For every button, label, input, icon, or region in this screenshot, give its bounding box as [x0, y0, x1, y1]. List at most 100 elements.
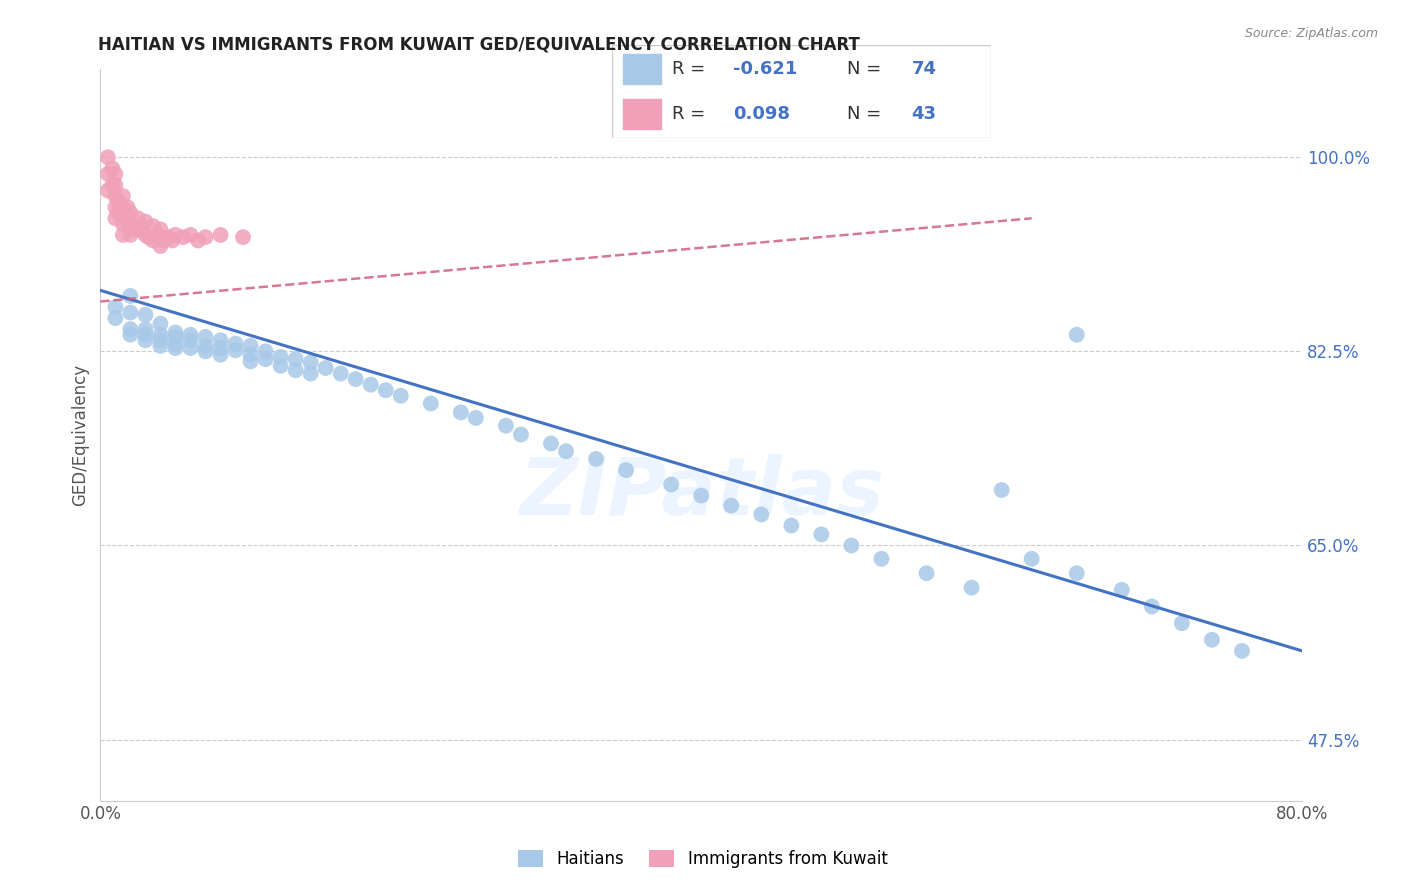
Point	[209, 333, 232, 347]
Point	[179, 327, 201, 342]
Point	[225, 343, 247, 358]
Text: 74: 74	[911, 60, 936, 78]
Point	[152, 234, 174, 248]
Point	[97, 150, 120, 164]
Point	[134, 322, 156, 336]
Point	[149, 222, 172, 236]
Text: N =: N =	[846, 60, 887, 78]
Point	[1171, 616, 1194, 631]
Point	[510, 427, 533, 442]
Point	[841, 539, 863, 553]
Point	[464, 411, 486, 425]
Point	[810, 527, 832, 541]
Point	[990, 483, 1012, 497]
Point	[104, 200, 127, 214]
Point	[120, 289, 142, 303]
Point	[284, 363, 307, 377]
Point	[720, 499, 742, 513]
Point	[127, 211, 149, 226]
Text: R =: R =	[672, 105, 711, 123]
Point	[495, 418, 517, 433]
Point	[134, 327, 156, 342]
Bar	[623, 54, 661, 84]
Point	[315, 361, 337, 376]
Point	[194, 230, 217, 244]
Point	[142, 234, 165, 248]
Point	[120, 205, 142, 219]
Point	[117, 200, 139, 214]
Point	[254, 344, 277, 359]
Point	[209, 227, 232, 242]
Point	[165, 326, 187, 340]
Point	[1021, 551, 1043, 566]
Point	[585, 452, 607, 467]
Point	[127, 222, 149, 236]
Point	[107, 205, 129, 219]
Point	[120, 227, 142, 242]
Point	[960, 581, 983, 595]
Point	[101, 178, 124, 192]
Point	[165, 341, 187, 355]
Point	[225, 336, 247, 351]
Point	[659, 477, 682, 491]
Point	[146, 227, 169, 242]
Point	[134, 308, 156, 322]
Point	[134, 333, 156, 347]
Point	[780, 518, 803, 533]
Point	[1066, 327, 1088, 342]
Point	[134, 214, 156, 228]
Point	[104, 211, 127, 226]
Point	[239, 348, 262, 362]
Point	[419, 396, 441, 410]
Point	[239, 339, 262, 353]
Point	[131, 222, 153, 236]
Bar	[623, 99, 661, 129]
Point	[111, 189, 134, 203]
Point	[1066, 566, 1088, 581]
Point	[172, 230, 194, 244]
Point	[111, 217, 134, 231]
Point	[162, 234, 184, 248]
FancyBboxPatch shape	[612, 45, 991, 138]
Text: 43: 43	[911, 105, 936, 123]
Point	[299, 367, 322, 381]
Text: Source: ZipAtlas.com: Source: ZipAtlas.com	[1244, 27, 1378, 40]
Point	[344, 372, 367, 386]
Point	[239, 354, 262, 368]
Point	[329, 367, 352, 381]
Point	[104, 167, 127, 181]
Point	[1201, 632, 1223, 647]
Text: 0.098: 0.098	[733, 105, 790, 123]
Point	[104, 300, 127, 314]
Point	[97, 167, 120, 181]
Point	[107, 194, 129, 209]
Point	[97, 184, 120, 198]
Point	[450, 405, 472, 419]
Point	[142, 219, 165, 233]
Point	[232, 230, 254, 244]
Point	[540, 436, 562, 450]
Point	[209, 348, 232, 362]
Point	[165, 336, 187, 351]
Point	[194, 339, 217, 353]
Point	[104, 178, 127, 192]
Point	[149, 333, 172, 347]
Point	[749, 508, 772, 522]
Point	[120, 217, 142, 231]
Legend: Haitians, Immigrants from Kuwait: Haitians, Immigrants from Kuwait	[512, 843, 894, 875]
Text: ZIPatlas: ZIPatlas	[519, 454, 884, 533]
Point	[1111, 582, 1133, 597]
Point	[270, 359, 292, 373]
Point	[179, 227, 201, 242]
Y-axis label: GED/Equivalency: GED/Equivalency	[72, 364, 89, 506]
Point	[270, 350, 292, 364]
Point	[104, 189, 127, 203]
Point	[134, 227, 156, 242]
Point	[156, 230, 179, 244]
Point	[187, 234, 209, 248]
Point	[122, 222, 145, 236]
Point	[299, 355, 322, 369]
Point	[374, 383, 396, 397]
Point	[111, 200, 134, 214]
Point	[690, 489, 713, 503]
